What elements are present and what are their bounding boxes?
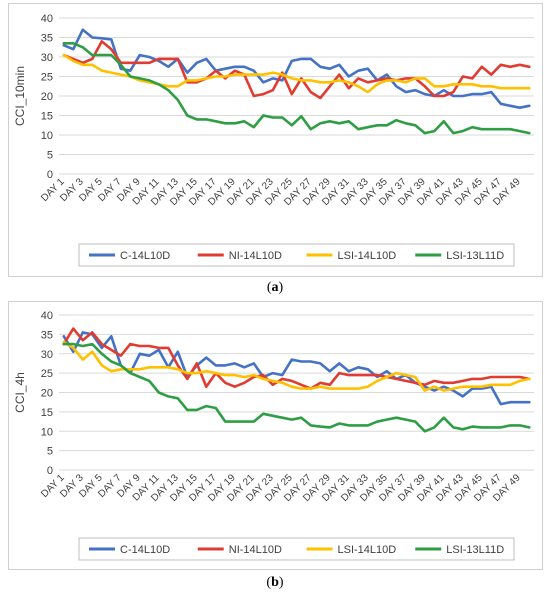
legend-box [78,243,515,267]
legend-box [78,537,515,561]
y-tick-label: 15 [41,111,53,123]
series-line-ni-14l10d [62,327,531,390]
chart-panel-b: 0 5 10 15 20 25 30 35 40 CCI_4h DAY 1 DAY 3 DAY 5 DAY… [8,301,543,570]
series-line-ni-14l10d [62,40,531,100]
y-axis-label: CCI_10min [13,66,27,126]
legend-label: LSI-14L10D [338,250,397,262]
series-line-c-14l10d [62,28,531,109]
y-tick-label: 0 [47,169,53,181]
series-line-lsi-14l10d [62,53,531,94]
y-tick-label: 35 [41,33,53,45]
y-tick-label: 10 [41,130,53,142]
series-line-lsi-13l11d [62,41,531,135]
caption-b: (b) [266,575,284,590]
y-tick-label: 5 [47,150,53,162]
legend-label: LSI-13L11D [446,250,504,262]
y-tick-label: 20 [41,388,53,400]
series-line-lsi-14l10d [62,340,531,392]
legend-label: C-14L10D [120,544,170,556]
y-tick-label: 30 [41,349,53,361]
legend-label: NI-14L10D [229,544,282,556]
legend-label: NI-14L10D [229,250,282,262]
y-tick-label: 25 [41,72,53,84]
y-tick-label: 30 [41,52,53,64]
y-tick-label: 0 [47,465,53,477]
y-tick-label: 15 [41,407,53,419]
y-tick-label: 20 [41,91,53,103]
y-tick-label: 35 [41,329,53,341]
series-line-lsi-13l11d [62,342,531,433]
y-tick-label: 10 [41,426,53,438]
y-tick-label: 40 [41,310,53,322]
y-tick-label: 40 [41,13,53,25]
legend-label: C-14L10D [120,250,170,262]
y-tick-label: 5 [47,446,53,458]
legend-label: LSI-14L10D [338,544,397,556]
legend-label: LSI-13L11D [446,544,504,556]
caption-a: (a) [266,280,284,295]
chart-panel-a: 0 5 10 15 20 25 30 35 40 CCI_10min DAY 1 DAY 3 DAY 5… [8,3,543,277]
y-tick-label: 25 [41,368,53,380]
y-axis-label: CCI_4h [13,372,27,413]
